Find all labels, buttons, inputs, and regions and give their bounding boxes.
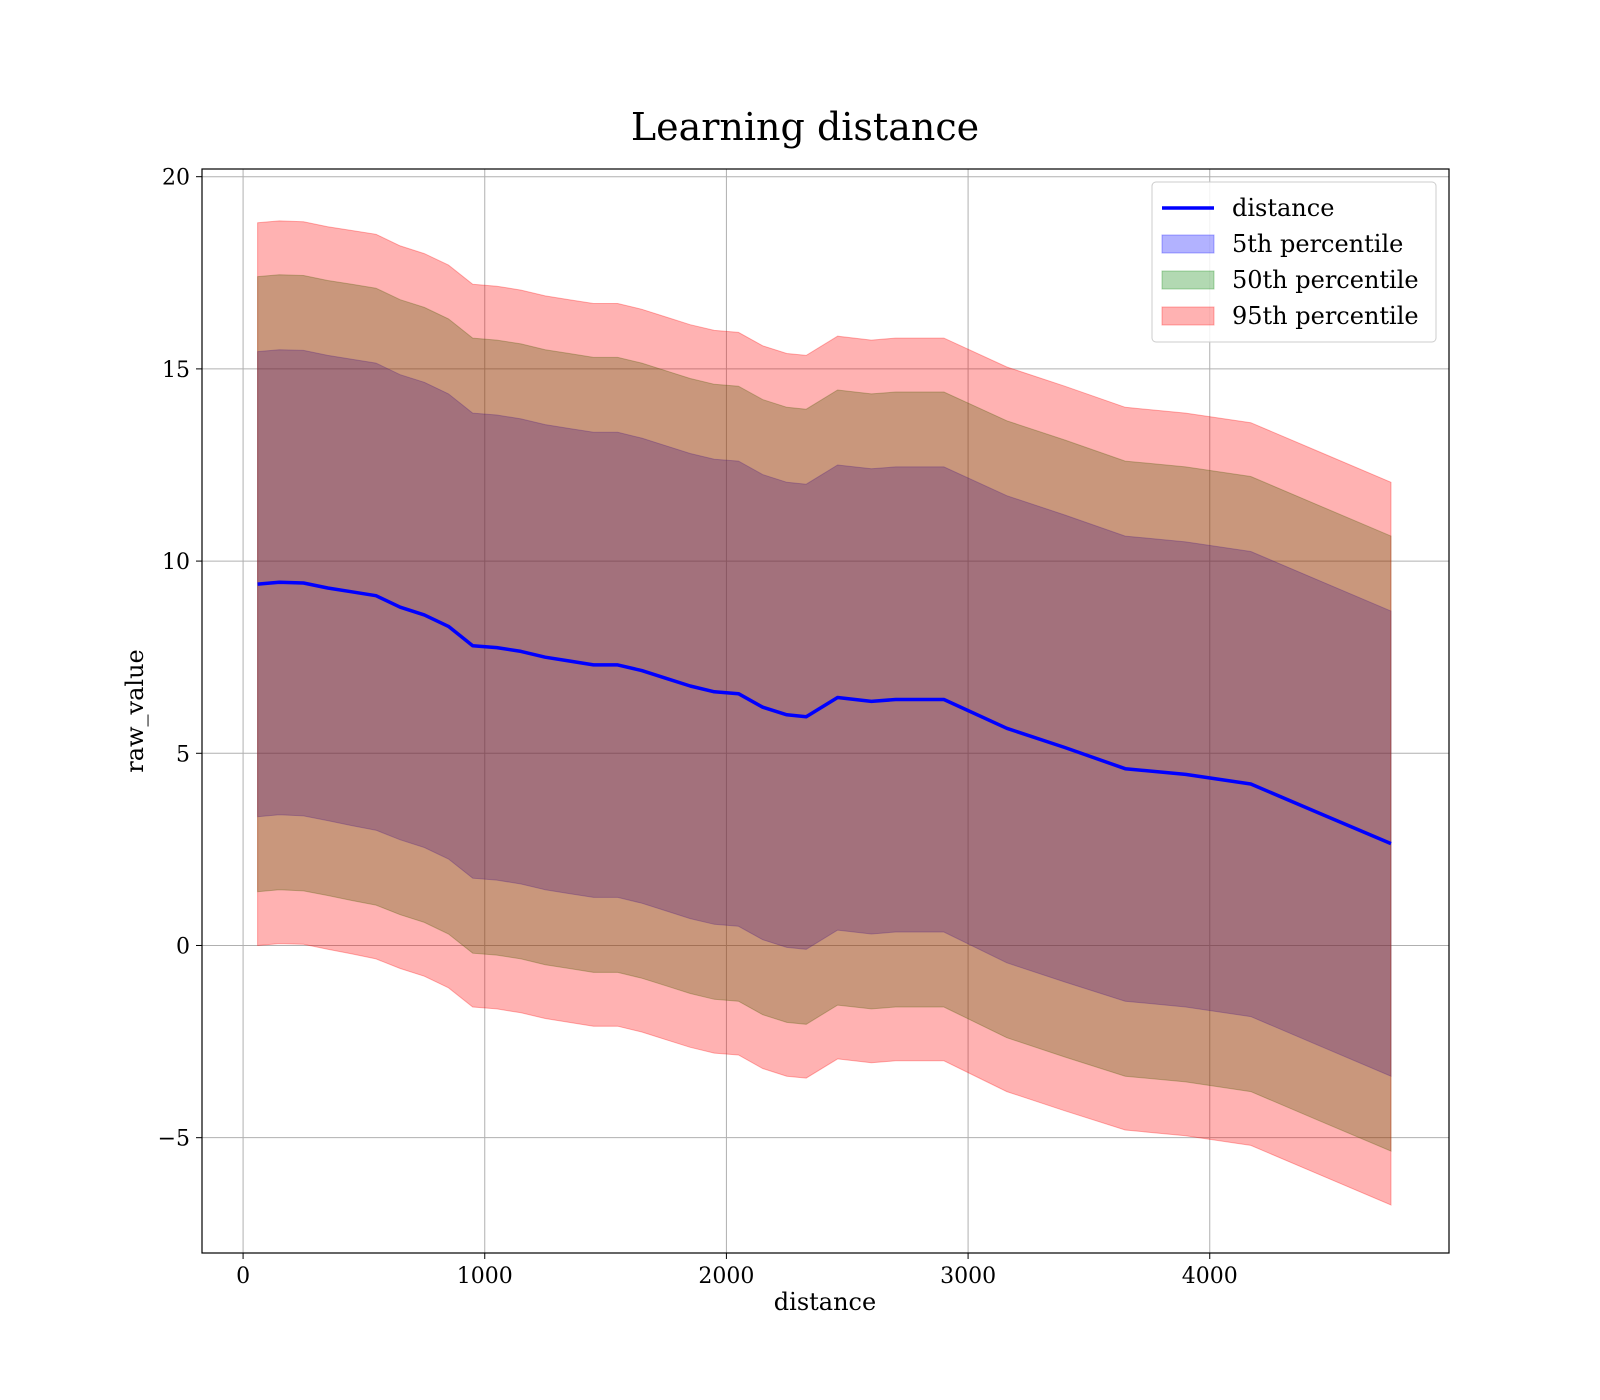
y-tick-label: 0	[176, 934, 190, 959]
chart-title: Learning distance	[631, 105, 979, 149]
x-tick-label: 3000	[940, 1264, 996, 1289]
y-tick-label: −5	[158, 1127, 190, 1152]
x-tick-label: 1000	[457, 1264, 513, 1289]
legend-label: distance	[1232, 194, 1334, 222]
grid	[202, 169, 1449, 1253]
y-axis-label: raw_value	[121, 649, 149, 773]
bands	[257, 220, 1392, 1206]
band-5th-percentile	[257, 349, 1392, 1077]
band-95th-percentile	[257, 220, 1392, 1206]
line-distance	[257, 580, 1392, 846]
y-tick-label: 20	[162, 166, 190, 191]
legend: distance 5th percentile 50th percentile 95t…	[1151, 181, 1437, 343]
y-axis-ticks: −5 0 5 10 15 20	[158, 166, 202, 1152]
lines	[257, 580, 1392, 846]
plot-frame	[201, 168, 1450, 1254]
legend-label: 95th percentile	[1232, 302, 1419, 330]
legend-label: 50th percentile	[1232, 266, 1419, 294]
x-tick-label: 2000	[698, 1264, 754, 1289]
band-50th-percentile	[257, 274, 1392, 1152]
legend-label: 5th percentile	[1232, 230, 1403, 258]
x-axis-ticks: 0 1000 2000 3000 4000	[236, 1253, 1238, 1289]
legend-swatch	[1161, 234, 1215, 254]
y-tick-label: 15	[162, 358, 190, 383]
y-tick-label: 10	[162, 550, 190, 575]
y-tick-label: 5	[176, 742, 190, 767]
x-axis-label: distance	[774, 1288, 876, 1316]
legend-swatch	[1161, 306, 1215, 326]
x-tick-label: 4000	[1182, 1264, 1238, 1289]
legend-box	[1151, 181, 1437, 343]
legend-swatch	[1161, 270, 1215, 290]
x-tick-label: 0	[236, 1264, 250, 1289]
